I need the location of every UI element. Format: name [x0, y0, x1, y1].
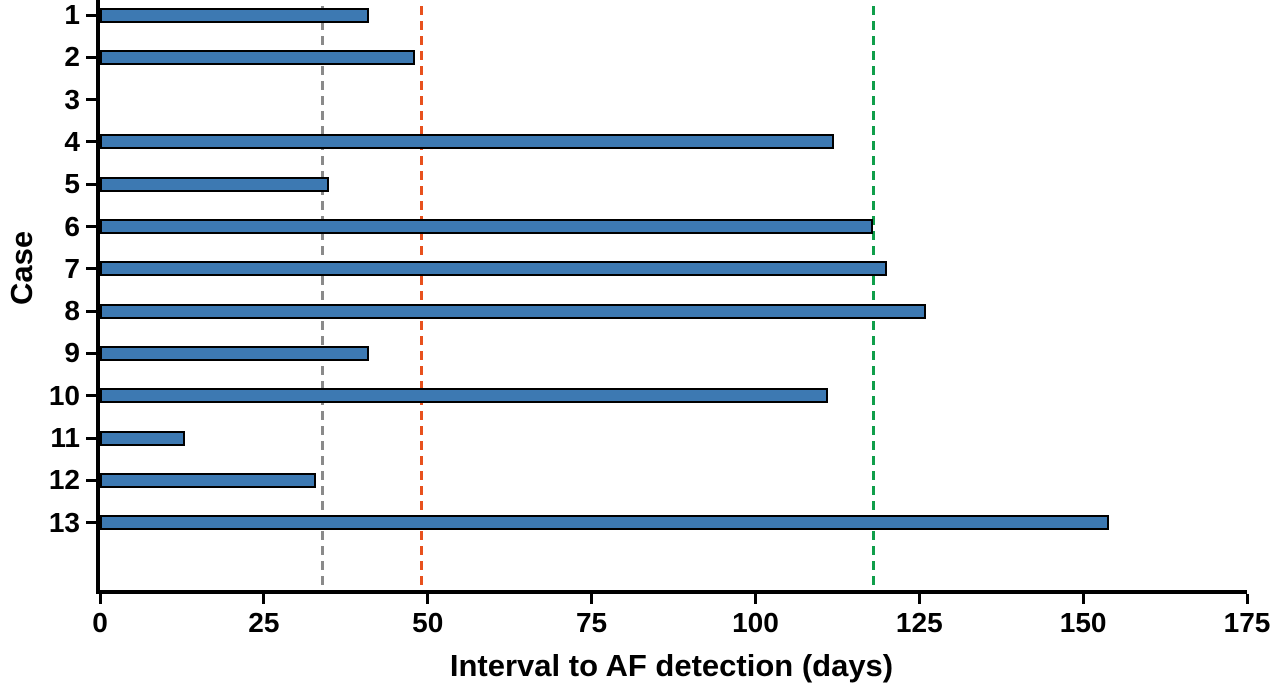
y-axis-tick [86, 225, 96, 228]
case-6-bar [100, 219, 874, 234]
x-axis-tick-label-0: 0 [92, 607, 108, 638]
case-tick-label-10: 10 [48, 379, 80, 411]
y-axis-tick [86, 309, 96, 313]
case-tick-label-8: 8 [64, 295, 80, 327]
case-7-bar [100, 261, 887, 277]
plot-area: 1 2 3 4 5 6 7 8 9 10 11 12 13 0 25 50 75 100 125 150 175 [49, 0, 1270, 638]
case-tick-label-4: 4 [64, 125, 80, 157]
x-axis-tick-label-100: 100 [732, 607, 779, 638]
x-axis-tick [753, 594, 757, 604]
case-tick-label-7: 7 [64, 252, 80, 284]
x-axis-tick-label-25: 25 [248, 607, 280, 638]
case-tick-label-1: 1 [64, 0, 80, 30]
case-tick-label-6: 6 [64, 210, 80, 242]
x-axis-tick [1081, 594, 1085, 604]
y-axis-tick [86, 182, 96, 186]
case-tick-label-12: 12 [48, 464, 80, 496]
orange-dashed-reference-line [419, 6, 423, 590]
x-axis-tick-label-150: 150 [1059, 607, 1107, 638]
x-axis-tick-label-125: 125 [895, 607, 943, 638]
x-axis-tick [98, 594, 102, 604]
y-axis-tick [86, 140, 96, 144]
y-axis-tick [86, 267, 96, 271]
x-axis-tick [1245, 594, 1249, 604]
gray-dashed-reference-line [321, 6, 325, 590]
case-tick-label-5: 5 [64, 168, 80, 200]
case-13-bar [100, 515, 1110, 531]
case-tick-label-13: 13 [48, 506, 80, 538]
x-axis-tick [590, 594, 594, 604]
case-8-bar [100, 303, 926, 319]
x-axis-tick-label-75: 75 [575, 607, 608, 638]
x-axis-tick-label-175: 175 [1223, 607, 1271, 638]
case-tick-label-2: 2 [64, 41, 80, 73]
case-4-bar [100, 134, 835, 150]
y-axis-tick [86, 436, 96, 440]
case-11-bar [100, 430, 186, 446]
x-axis-tick [262, 594, 266, 604]
case-1-bar [100, 7, 369, 23]
y-axis-tick [86, 351, 96, 355]
x-axis-title: Interval to AF detection (days) [449, 648, 894, 683]
case-12-bar [100, 472, 317, 488]
case-tick-label-9: 9 [64, 337, 80, 369]
case-9-bar [100, 345, 369, 361]
x-axis-tick [426, 594, 430, 604]
y-axis-tick [86, 394, 96, 398]
y-axis-tick [86, 478, 96, 482]
case-10-bar [100, 388, 828, 404]
case-2-bar [100, 49, 415, 65]
x-axis-tick-label-50: 50 [412, 607, 444, 638]
case-tick-label-3: 3 [64, 83, 80, 115]
x-axis-tick [917, 594, 921, 604]
case-tick-label-11: 11 [50, 422, 80, 453]
y-axis-tick [86, 13, 96, 17]
y-axis-tick [86, 98, 96, 102]
case-5-bar [100, 176, 330, 192]
green-dashed-reference-line [871, 6, 875, 590]
y-axis-tick [86, 521, 96, 525]
y-axis-tick [86, 55, 96, 59]
